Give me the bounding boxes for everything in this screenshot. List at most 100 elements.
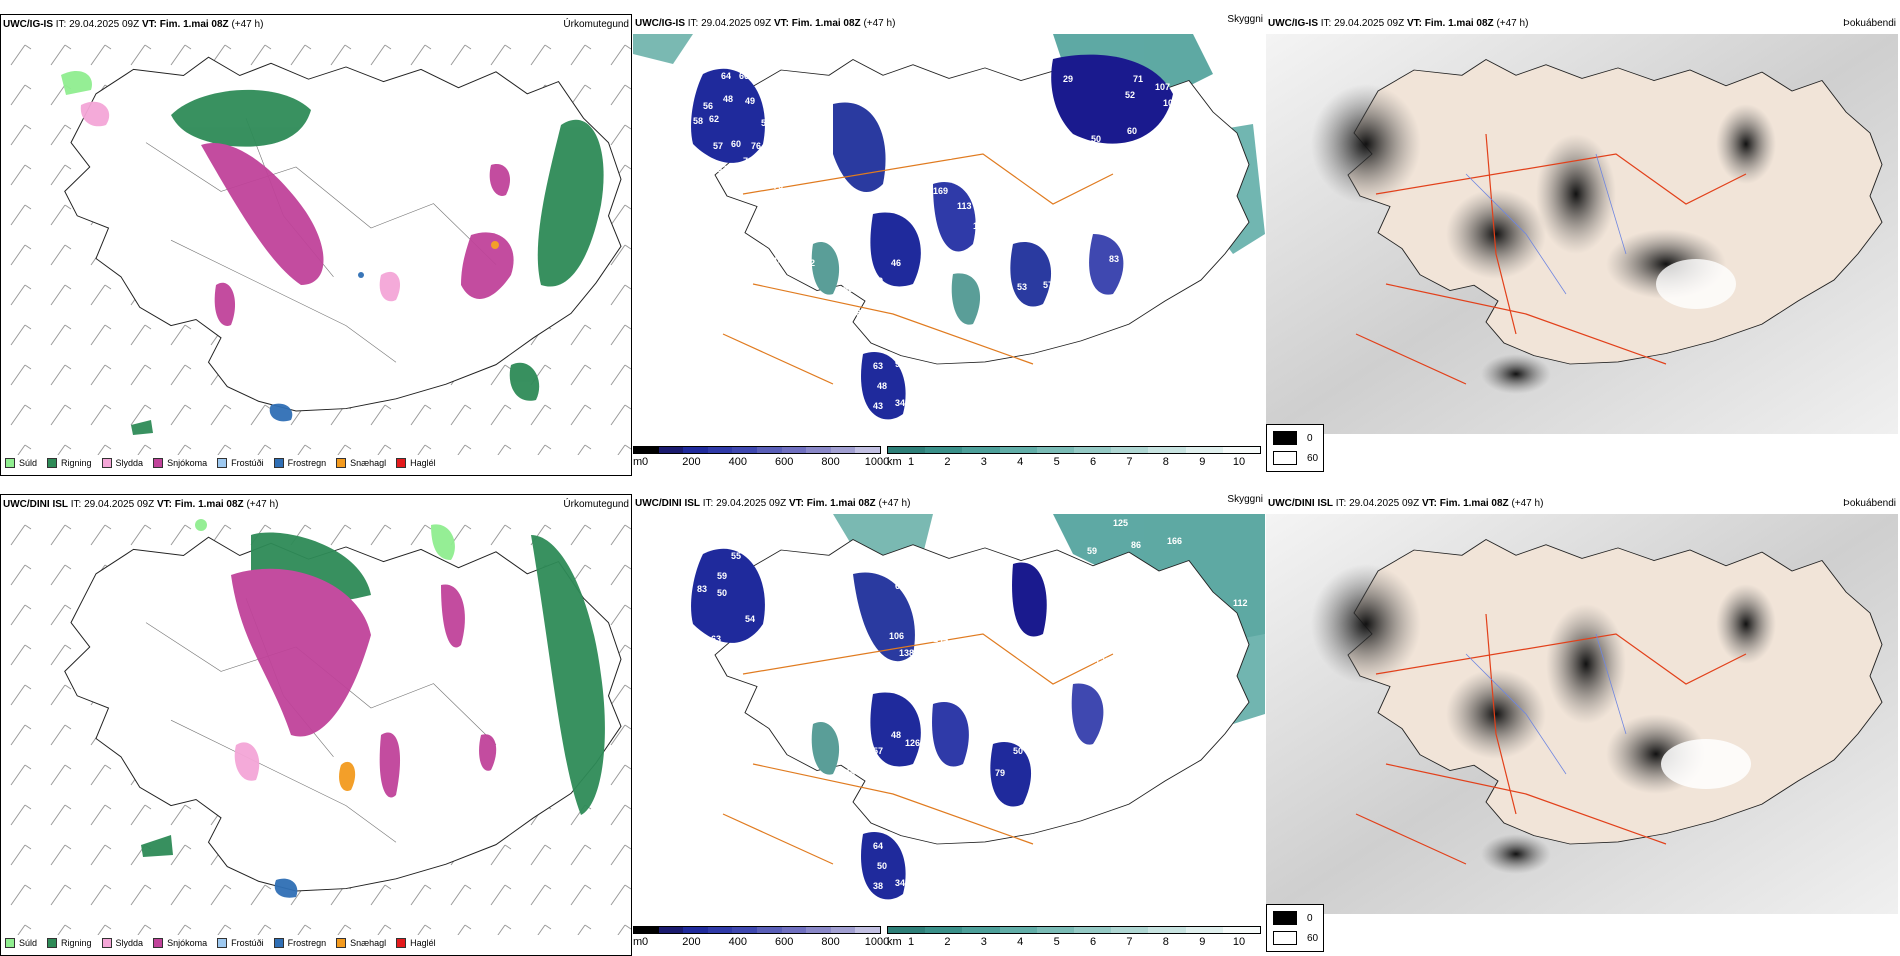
vis-label: 102 (1141, 266, 1156, 276)
swatch (153, 458, 164, 468)
visibility-m-colorbar: m 0 200 400 600 800 1000 (633, 926, 889, 952)
precip-legend: Súld Rigning Slydda Snjókoma Frostúði Fr… (5, 935, 436, 951)
vis-label: 69 (1027, 718, 1037, 728)
vis-label: 64 (783, 721, 793, 731)
vis-label: 62 (709, 114, 719, 124)
vis-label: 54 (745, 614, 755, 624)
fog-map (1266, 34, 1898, 434)
swatch (217, 458, 228, 468)
precip-type-panel-1: UWC/IG-IS IT: 29.04.2025 09Z VT: Fim. 1.… (0, 14, 632, 476)
panel-title: Þokuábendi (1843, 498, 1896, 509)
vis-label: 107 (1155, 82, 1170, 92)
vis-label: 262 (1093, 208, 1108, 218)
vis-label: 60 (731, 139, 741, 149)
vis-label: 48 (891, 730, 901, 740)
fog-map (1266, 514, 1898, 914)
vis-label: 59 (717, 571, 727, 581)
legend-item-haglel: Haglél (396, 458, 436, 468)
vis-label: 52 (717, 164, 727, 174)
colorbar-m (633, 926, 881, 934)
vis-label: 138 (899, 648, 914, 658)
vis-label: 57 (873, 746, 883, 756)
legend-item-sudl: Súld (5, 938, 37, 948)
panel-header: UWC/DINI ISL IT: 29.04.2025 09Z VT: Fim.… (635, 494, 1263, 509)
vis-label: 56 (845, 768, 855, 778)
swatch (396, 938, 407, 948)
vis-label: 58 (693, 116, 703, 126)
vis-label: 113 (957, 201, 972, 211)
vis-label: 29 (1063, 74, 1073, 84)
fog-legend: 0 60 (1266, 424, 1324, 472)
vis-label: 174 (919, 648, 934, 658)
swatch (1273, 931, 1297, 945)
vis-label: 110 (773, 196, 788, 206)
vis-label: 53 (1017, 282, 1027, 292)
swatch (273, 458, 284, 468)
vis-label: 63 (711, 634, 721, 644)
vis-label: 43 (873, 401, 883, 411)
colorbar-unit: m (633, 456, 643, 468)
colorbar-km (887, 926, 1261, 934)
swatch (101, 938, 112, 948)
visibility-value-labels: 64 66 56 48 49 62 56 58 57 60 76 70 79 5… (693, 71, 1216, 411)
fog-legend-item: 60 (1273, 931, 1318, 945)
vis-label: 123 (1095, 656, 1110, 666)
vis-label: 93 (1008, 230, 1018, 240)
vis-label: 137 (901, 176, 916, 186)
vis-label: 166 (1167, 536, 1182, 546)
vis-label: 97 (983, 266, 993, 276)
vis-label: 66 (739, 71, 749, 81)
vis-label: 50 (1091, 134, 1101, 144)
swatch (396, 458, 407, 468)
legend-item-rigning: Rigning (47, 458, 92, 468)
vis-label: 102 (1163, 98, 1178, 108)
panel-header: UWC/DINI ISL IT: 29.04.2025 09Z VT: Fim.… (1268, 498, 1896, 509)
swatch (47, 458, 58, 468)
swatch (47, 938, 58, 948)
vis-label: 56 (727, 656, 737, 666)
panel-header: UWC/IG-IS IT: 29.04.2025 09Z VT: Fim. 1.… (3, 19, 629, 30)
legend-item-frostregn: Frostregn (273, 938, 326, 948)
swatch (1273, 451, 1297, 465)
vis-label: 57 (713, 141, 723, 151)
visibility-km-colorbar: km 1 2 3 4 5 6 7 8 9 10 (887, 446, 1263, 472)
fog-panel-2: UWC/DINI ISL IT: 29.04.2025 09Z VT: Fim.… (1266, 494, 1898, 956)
vis-label: 85 (783, 236, 793, 246)
panel-title: Úrkomutegund (563, 19, 629, 30)
vis-label: 48 (863, 766, 873, 776)
swatch (101, 458, 112, 468)
vis-label: 87 (773, 656, 783, 666)
swatch (336, 458, 347, 468)
vis-label: 72 (805, 258, 815, 268)
vis-label: 86 (1131, 540, 1141, 550)
fog-panel-1: UWC/IG-IS IT: 29.04.2025 09Z VT: Fim. 1.… (1266, 14, 1898, 476)
vis-label: 126 (905, 738, 920, 748)
colorbar-unit: m (633, 936, 643, 948)
vis-label: 79 (995, 768, 1005, 778)
visibility-value-labels: 55 59 83 50 54 63 56 87 64 62 106 215 14… (697, 518, 1248, 891)
colorbar-km (887, 446, 1261, 454)
vis-label: 106 (889, 631, 904, 641)
fog-legend-item: 0 (1273, 431, 1313, 445)
vis-label: 48 (877, 381, 887, 391)
vis-label: 129 (933, 614, 948, 624)
legend-item-frostudi: Frostúði (217, 458, 264, 468)
vis-label: 142 (773, 256, 788, 266)
vis-label: 59 (1087, 546, 1097, 556)
vis-label: 52 (1125, 90, 1135, 100)
vis-label: 50 (877, 861, 887, 871)
vis-label: 87 (889, 768, 899, 778)
vis-label: 150 (1079, 634, 1094, 644)
vis-label: 222 (941, 678, 956, 688)
vis-label: 49 (745, 96, 755, 106)
visibility-map: 55 59 83 50 54 63 56 87 64 62 106 215 14… (691, 514, 1265, 900)
swatch (5, 938, 15, 948)
fog-legend: 0 60 (1266, 904, 1324, 952)
colorbar-unit: km (887, 936, 902, 948)
legend-item-rigning: Rigning (47, 938, 92, 948)
swatch (153, 938, 164, 948)
vis-label: 57 (1043, 280, 1053, 290)
vis-label: 215 (915, 626, 930, 636)
vis-label: 91 (895, 359, 905, 369)
vis-label: 83 (697, 584, 707, 594)
